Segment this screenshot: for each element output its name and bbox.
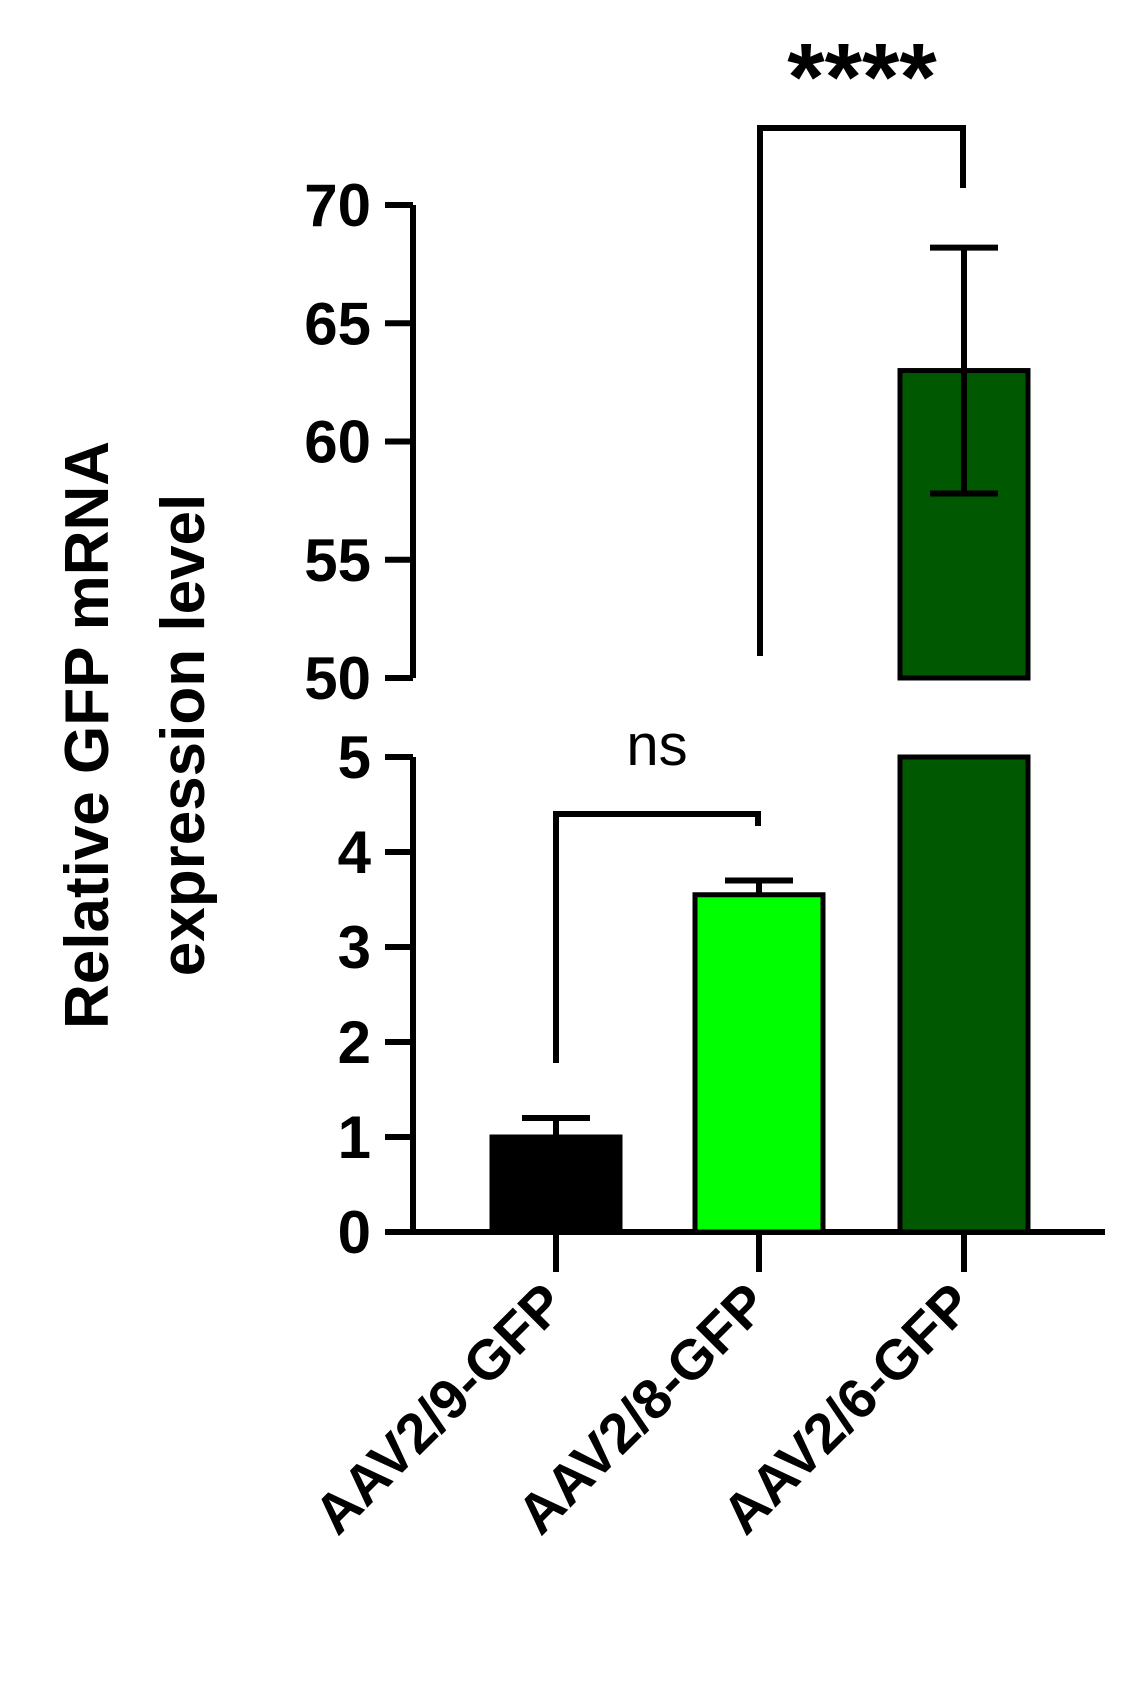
y-tick-label: 3 [338, 914, 371, 981]
y-tick-label: 5 [338, 724, 371, 791]
bar-lower-segment [897, 754, 1031, 1235]
y-tick-label: 60 [304, 409, 371, 476]
y-axis-label-line-2: expression level [149, 494, 218, 977]
y-tick-label: 1 [338, 1104, 371, 1171]
significance-label: **** [787, 24, 937, 131]
y-axis-label-line-1: Relative GFP mRNA [53, 441, 122, 1029]
y-tick-label: 65 [304, 290, 371, 357]
significance-bracket [757, 125, 966, 656]
y-tick-label: 50 [304, 645, 371, 712]
bar [692, 892, 826, 1235]
error-bars [522, 244, 998, 1137]
y-tick-label: 70 [304, 172, 371, 239]
significance-brackets: ns **** [553, 24, 966, 1063]
y-tick-label: 0 [338, 1199, 371, 1266]
axis-labels: 0123455055606570AAV2/9-GFPAAV2/8-GFPAAV2… [53, 172, 984, 1546]
significance-bracket [553, 811, 761, 1063]
significance-label: ns [626, 713, 687, 778]
bars [489, 368, 1031, 1235]
y-tick-label: 4 [338, 819, 372, 886]
y-tick-label: 2 [338, 1009, 371, 1076]
y-tick-label: 55 [304, 527, 371, 594]
bar [489, 1134, 623, 1235]
